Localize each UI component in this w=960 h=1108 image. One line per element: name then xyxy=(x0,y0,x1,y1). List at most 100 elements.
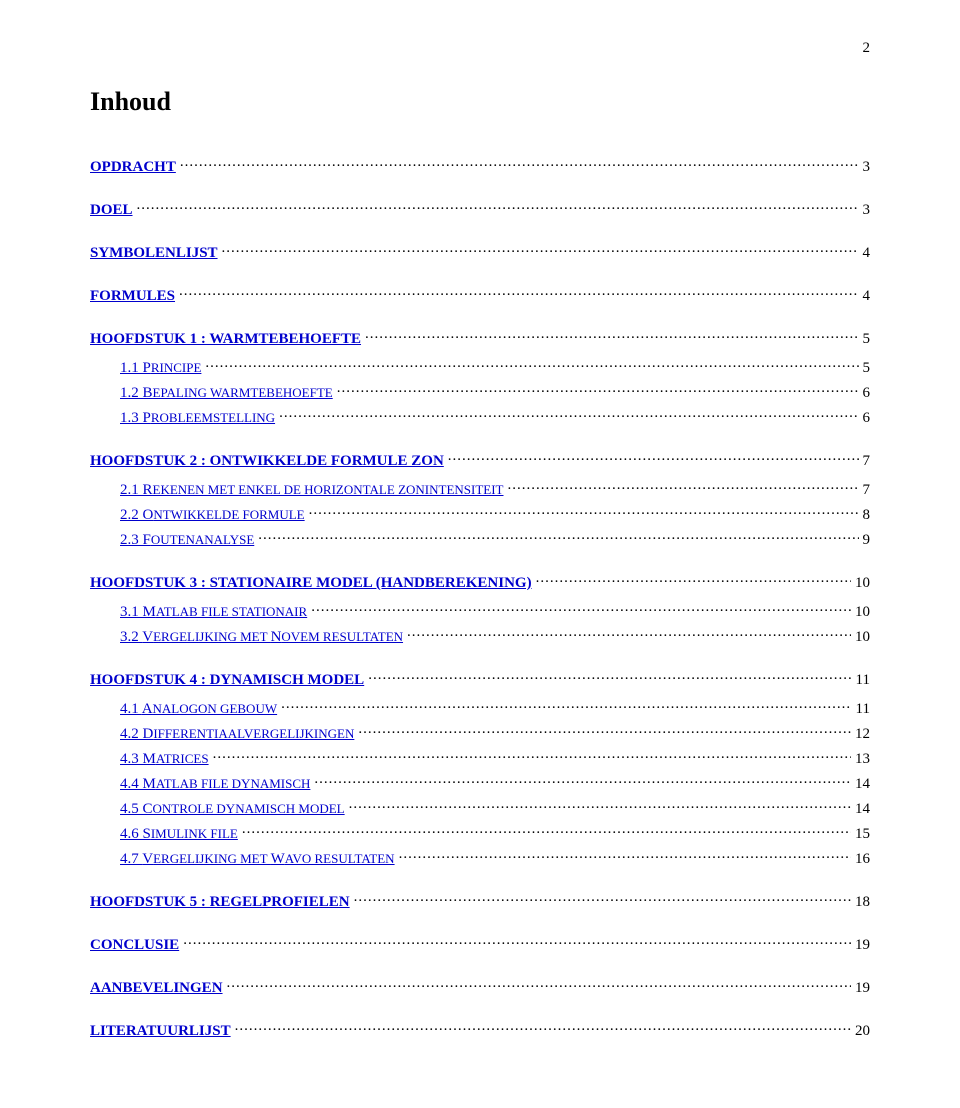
toc-page-number: 6 xyxy=(863,410,871,427)
toc-page-number: 15 xyxy=(855,826,870,843)
toc-leader xyxy=(227,976,851,992)
toc-entry-section: 2.3 FOUTENANALYSE 9 xyxy=(120,528,870,549)
toc-leader xyxy=(180,155,859,171)
toc-entry-chapter: DOEL 3 xyxy=(90,198,870,219)
toc-page-number: 3 xyxy=(863,202,871,219)
toc-page-number: 13 xyxy=(855,751,870,768)
toc-page-number: 19 xyxy=(855,980,870,997)
toc-link[interactable]: FORMULES xyxy=(90,288,175,305)
toc-leader xyxy=(222,241,859,257)
toc-leader xyxy=(507,478,858,494)
toc-link[interactable]: 4.6 SIMULINK FILE xyxy=(120,826,238,843)
toc-leader xyxy=(349,797,851,813)
toc-leader xyxy=(354,890,851,906)
toc-entry-chapter: FORMULES 4 xyxy=(90,284,870,305)
toc-link[interactable]: 3.2 VERGELIJKING MET NOVEM RESULTATEN xyxy=(120,629,403,646)
toc-entry-section: 1.1 PRINCIPE 5 xyxy=(120,356,870,377)
toc-page-number: 10 xyxy=(855,629,870,646)
toc-leader xyxy=(407,625,851,641)
toc-entry-section: 1.3 PROBLEEMSTELLING 6 xyxy=(120,406,870,427)
toc-entry-section: 3.2 VERGELIJKING MET NOVEM RESULTATEN 10 xyxy=(120,625,870,646)
toc-leader xyxy=(183,933,851,949)
toc-page-number: 5 xyxy=(863,331,871,348)
toc-page-number: 16 xyxy=(855,851,870,868)
toc-link[interactable]: HOOFDSTUK 5 : REGELPROFIELEN xyxy=(90,894,350,911)
toc-page-number: 14 xyxy=(855,801,870,818)
toc-leader xyxy=(242,822,851,838)
toc-link[interactable]: 4.5 CONTROLE DYNAMISCH MODEL xyxy=(120,801,345,818)
table-of-contents: OPDRACHT 3 DOEL 3 SYMBOLENLIJST 4 FORMULES 4 HOO… xyxy=(90,155,870,1040)
toc-leader xyxy=(258,528,858,544)
toc-leader xyxy=(213,747,851,763)
toc-page-number: 14 xyxy=(855,776,870,793)
toc-link[interactable]: HOOFDSTUK 4 : DYNAMISCH MODEL xyxy=(90,672,364,689)
toc-link[interactable]: 4.3 MATRICES xyxy=(120,751,209,768)
toc-entry-section: 4.2 DIFFERENTIAALVERGELIJKINGEN 12 xyxy=(120,722,870,743)
toc-link[interactable]: 3.1 MATLAB FILE STATIONAIR xyxy=(120,604,307,621)
toc-link[interactable]: 2.2 ONTWIKKELDE FORMULE xyxy=(120,507,305,524)
toc-leader xyxy=(536,571,851,587)
toc-entry-section: 4.6 SIMULINK FILE 15 xyxy=(120,822,870,843)
toc-leader xyxy=(311,600,851,616)
toc-entry-section: 4.5 CONTROLE DYNAMISCH MODEL 14 xyxy=(120,797,870,818)
toc-link[interactable]: HOOFDSTUK 1 : WARMTEBEHOEFTE xyxy=(90,331,361,348)
toc-page-number: 4 xyxy=(863,288,871,305)
page-title: Inhoud xyxy=(90,87,870,117)
toc-link[interactable]: AANBEVELINGEN xyxy=(90,980,223,997)
toc-page-number: 7 xyxy=(863,453,871,470)
toc-leader xyxy=(399,847,851,863)
toc-link[interactable]: SYMBOLENLIJST xyxy=(90,245,218,262)
toc-entry-section: 4.7 VERGELIJKING MET WAVO RESULTATEN 16 xyxy=(120,847,870,868)
toc-page-number: 6 xyxy=(863,385,871,402)
toc-page-number: 9 xyxy=(863,532,871,549)
toc-page-number: 4 xyxy=(863,245,871,262)
toc-leader xyxy=(368,668,851,684)
toc-entry-section: 1.2 BEPALING WARMTEBEHOEFTE 6 xyxy=(120,381,870,402)
toc-leader xyxy=(448,449,859,465)
toc-entry-chapter: HOOFDSTUK 5 : REGELPROFIELEN 18 xyxy=(90,890,870,911)
toc-link[interactable]: OPDRACHT xyxy=(90,159,176,176)
toc-link[interactable]: 4.2 DIFFERENTIAALVERGELIJKINGEN xyxy=(120,726,354,743)
toc-page-number: 8 xyxy=(863,507,871,524)
toc-leader xyxy=(205,356,858,372)
toc-leader xyxy=(337,381,859,397)
toc-link[interactable]: 1.3 PROBLEEMSTELLING xyxy=(120,410,275,427)
toc-leader xyxy=(281,697,851,713)
toc-entry-chapter: LITERATUURLIJST 20 xyxy=(90,1019,870,1040)
toc-link[interactable]: LITERATUURLIJST xyxy=(90,1023,231,1040)
toc-entry-chapter: HOOFDSTUK 1 : WARMTEBEHOEFTE 5 xyxy=(90,327,870,348)
toc-link[interactable]: 1.2 BEPALING WARMTEBEHOEFTE xyxy=(120,385,333,402)
page-number: 2 xyxy=(90,40,870,57)
toc-page-number: 18 xyxy=(855,894,870,911)
toc-page-number: 3 xyxy=(863,159,871,176)
toc-link[interactable]: 2.3 FOUTENANALYSE xyxy=(120,532,254,549)
toc-page-number: 12 xyxy=(855,726,870,743)
toc-page-number: 11 xyxy=(856,701,870,718)
toc-link[interactable]: 4.4 MATLAB FILE DYNAMISCH xyxy=(120,776,310,793)
toc-link[interactable]: HOOFDSTUK 3 : STATIONAIRE MODEL (HANDBER… xyxy=(90,575,532,592)
toc-entry-section: 4.3 MATRICES 13 xyxy=(120,747,870,768)
toc-link[interactable]: 4.7 VERGELIJKING MET WAVO RESULTATEN xyxy=(120,851,395,868)
toc-entry-chapter: HOOFDSTUK 2 : ONTWIKKELDE FORMULE ZON 7 xyxy=(90,449,870,470)
toc-entry-section: 3.1 MATLAB FILE STATIONAIR 10 xyxy=(120,600,870,621)
toc-link[interactable]: 1.1 PRINCIPE xyxy=(120,360,201,377)
toc-page-number: 19 xyxy=(855,937,870,954)
toc-entry-chapter: OPDRACHT 3 xyxy=(90,155,870,176)
toc-leader xyxy=(358,722,851,738)
toc-link[interactable]: DOEL xyxy=(90,202,133,219)
toc-link[interactable]: CONCLUSIE xyxy=(90,937,179,954)
toc-entry-chapter: HOOFDSTUK 3 : STATIONAIRE MODEL (HANDBER… xyxy=(90,571,870,592)
toc-page-number: 20 xyxy=(855,1023,870,1040)
toc-page-number: 10 xyxy=(855,604,870,621)
toc-leader xyxy=(179,284,858,300)
toc-page-number: 5 xyxy=(863,360,871,377)
toc-link[interactable]: HOOFDSTUK 2 : ONTWIKKELDE FORMULE ZON xyxy=(90,453,444,470)
toc-entry-chapter: AANBEVELINGEN 19 xyxy=(90,976,870,997)
toc-link[interactable]: 2.1 REKENEN MET ENKEL DE HORIZONTALE ZON… xyxy=(120,482,503,499)
toc-leader xyxy=(309,503,859,519)
toc-link[interactable]: 4.1 ANALOGON GEBOUW xyxy=(120,701,277,718)
toc-entry-chapter: CONCLUSIE 19 xyxy=(90,933,870,954)
toc-entry-section: 2.2 ONTWIKKELDE FORMULE 8 xyxy=(120,503,870,524)
toc-entry-chapter: HOOFDSTUK 4 : DYNAMISCH MODEL11 xyxy=(90,668,870,689)
toc-leader xyxy=(279,406,858,422)
